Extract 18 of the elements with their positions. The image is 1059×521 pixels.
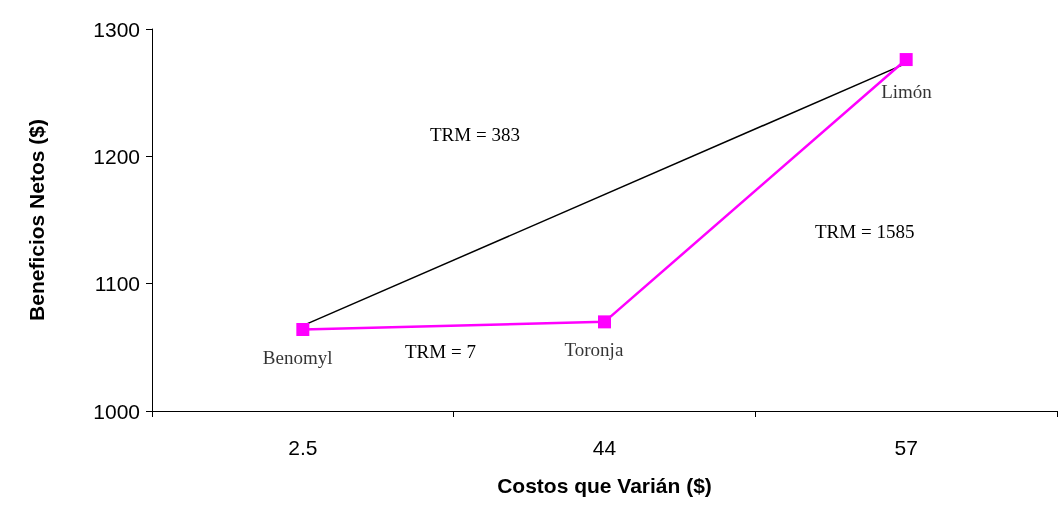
annotation: Toronja bbox=[564, 338, 624, 360]
y-tick-label: 1000 bbox=[93, 399, 140, 423]
annotation: TRM = 7 bbox=[405, 341, 476, 362]
x-tick-label: 44 bbox=[592, 436, 617, 459]
x-tick-label: 2.5 bbox=[288, 436, 318, 459]
annotation: TRM = 383 bbox=[430, 124, 520, 145]
point bbox=[598, 315, 611, 329]
y-axis-title: Beneficios Netos ($) bbox=[25, 119, 48, 321]
x-axis-title: Costos que Varián ($) bbox=[497, 474, 712, 497]
annotation: TRM = 1585 bbox=[815, 221, 915, 242]
y-tick-label: 1200 bbox=[93, 144, 140, 168]
annotation: Limón bbox=[881, 80, 933, 102]
point bbox=[899, 53, 913, 67]
x-tick-label: 57 bbox=[894, 436, 918, 459]
y-tick-label: 1100 bbox=[94, 272, 140, 296]
point bbox=[296, 323, 310, 337]
annotation: Benomyl bbox=[262, 346, 333, 368]
y-tick-label: 1300 bbox=[93, 17, 140, 41]
